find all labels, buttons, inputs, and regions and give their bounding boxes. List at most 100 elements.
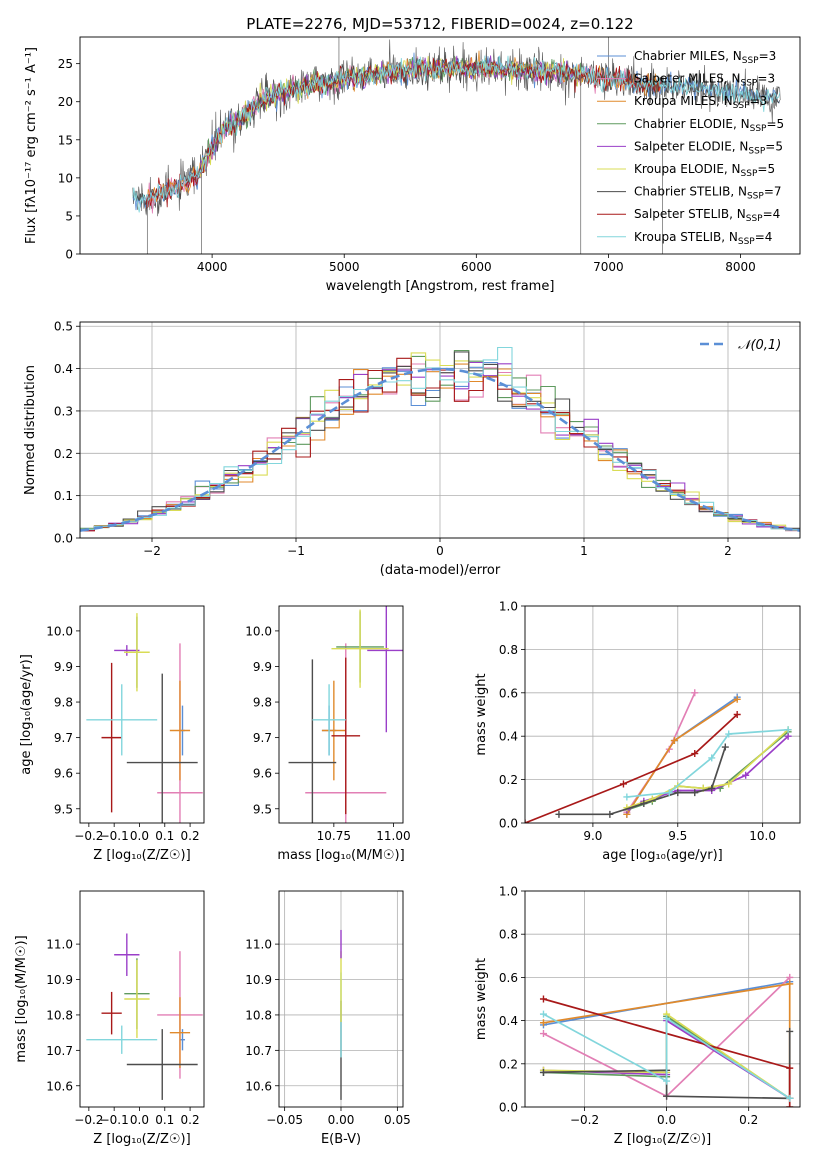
y-axis-label: Flux [fλ10⁻¹⁷ erg cm⁻² s⁻¹ A⁻¹] [24, 47, 39, 244]
errorbar-chabrier-stelib [288, 659, 337, 823]
model-spectrum-salpeter-stelib [145, 58, 662, 210]
x-axis-label: age [log₁₀(age/yr)] [602, 848, 723, 863]
plot-mass_vs_EBV: −0.05 0.00 0.05 10.6 10.7 10.8 10.9 11.0 E(B-V) [245, 890, 411, 1147]
errorbar-salpeter-stelib [101, 991, 122, 1035]
errorbar-chabrier-stelib [126, 673, 198, 823]
y-tick-label: 9.6 [253, 767, 272, 781]
x-tick-label: 9.5 [668, 829, 687, 843]
y-tick-label: 0.8 [499, 643, 518, 657]
x-tick-label: 0.0 [130, 1113, 149, 1127]
plot-area-weight_vs_age [525, 689, 792, 823]
marker [539, 1030, 547, 1038]
y-tick-label: 10.7 [46, 1044, 73, 1058]
spectrum-title: PLATE=2276, MJD=53712, FIBERID=0024, z=0… [246, 15, 633, 33]
series-kroupa-miles [623, 695, 741, 818]
x-tick-label: 0 [436, 544, 444, 558]
y-tick-label: 11.0 [46, 938, 73, 952]
marker [691, 789, 699, 797]
y-axis-label: mass [log₁₀(M/M☉)] [14, 935, 29, 1062]
x-tick-label: 0.2 [181, 829, 200, 843]
y-tick-label: 0.6 [499, 971, 518, 985]
y-tick-label: 0 [65, 248, 73, 262]
x-tick-label: 1 [580, 544, 588, 558]
y-tick-label: 10.9 [245, 973, 272, 987]
y-tick-label: 15 [58, 133, 73, 147]
legend-label: Chabrier STELIB, NSSP=7 [634, 185, 782, 202]
y-tick-label: 0.0 [499, 1101, 518, 1115]
y-tick-label: 0.4 [54, 362, 73, 376]
marker [663, 1077, 671, 1085]
y-tick-label: 1.0 [499, 885, 518, 899]
marker [786, 1094, 794, 1102]
plot-age_vs_mass: 10.75 11.00 9.5 9.6 9.7 9.8 9.9 10.0 mass [log₁₀… [245, 605, 411, 863]
y-tick-label: 25 [58, 57, 73, 71]
x-tick-label: 9.0 [583, 829, 602, 843]
x-tick-label: 0.1 [155, 829, 174, 843]
errorbar-kroupa-stelib [312, 684, 346, 756]
marker [663, 1014, 671, 1022]
legend-label: Salpeter STELIB, NSSP=4 [634, 207, 780, 224]
legend-label: 𝒩(0,1) [738, 338, 781, 353]
errorbar-kroupa-miles [169, 680, 191, 781]
y-tick-label: 0.3 [54, 404, 73, 418]
errorbar-kroupa-miles [321, 680, 346, 781]
x-axis-label: Z [log₁₀(Z/Z☉)] [93, 1132, 190, 1147]
y-tick-label: 11.0 [245, 938, 272, 952]
x-axis-label: E(B-V) [321, 1132, 361, 1147]
plot-spectrum: 4000 5000 6000 7000 8000 0 5 10 15 20 25 wavelength… [24, 36, 801, 294]
marker [691, 689, 699, 697]
marker [725, 780, 733, 788]
axes-residuals: −2 −1 0 1 2 0.0 0.1 0.2 0.3 0.4 0.5 (data-model)/er… [23, 320, 801, 578]
x-tick-label: −0.05 [266, 1113, 303, 1127]
y-tick-label: 20 [58, 95, 73, 109]
axes-age_vs_Z: −0.2−0.1 0.0 0.1 0.2 9.5 9.6 9.7 9.8 9.9 10.0 Z [l… [19, 605, 205, 863]
y-tick-label: 0.4 [499, 730, 518, 744]
y-axis-label: age [log₁₀(age/yr)] [19, 654, 34, 775]
y-tick-label: 0.0 [54, 532, 73, 546]
y-tick-label: 9.9 [54, 660, 73, 674]
axes-mass_vs_Z: −0.2−0.1 0.0 0.1 0.2 10.6 10.7 10.8 10.9 11.0 Z [… [14, 890, 205, 1147]
y-tick-label: 0.6 [499, 686, 518, 700]
marker [539, 1019, 547, 1027]
x-axis-label: (data-model)/error [380, 563, 501, 578]
axes-frame [79, 890, 205, 1108]
y-tick-label: 1.0 [499, 600, 518, 614]
y-tick-label: 9.7 [253, 731, 272, 745]
y-axis-label: mass weight [474, 673, 489, 755]
axes-frame [278, 890, 404, 1108]
errorbar-salpeter-elodie [114, 645, 140, 656]
marker [619, 780, 627, 788]
x-tick-label: 0.1 [155, 1113, 174, 1127]
x-tick-label: 5000 [329, 260, 360, 274]
y-axis-label: mass weight [474, 958, 489, 1040]
y-tick-label: 9.9 [253, 660, 272, 674]
axes-age_vs_mass: 10.75 11.00 9.5 9.6 9.7 9.8 9.9 10.0 mass [log₁₀… [245, 605, 411, 863]
errorbar-salpeter-stelib [331, 657, 361, 815]
x-tick-label: 4000 [197, 260, 228, 274]
y-tick-label: 10 [58, 171, 73, 185]
y-tick-label: 10.9 [46, 973, 73, 987]
x-tick-label: 10.0 [749, 829, 776, 843]
marker [670, 737, 678, 745]
y-tick-label: 9.7 [54, 731, 73, 745]
x-axis-label: Z [log₁₀(Z/Z☉)] [93, 848, 190, 863]
x-tick-label: −0.2 [74, 829, 103, 843]
y-tick-label: 0.1 [54, 489, 73, 503]
y-tick-label: 0.2 [499, 1057, 518, 1071]
y-tick-label: 10.0 [245, 624, 272, 638]
plot-mass_vs_Z: −0.2−0.1 0.0 0.1 0.2 10.6 10.7 10.8 10.9 11.0 Z [… [14, 890, 205, 1147]
spectrum-legend: Chabrier MILES, NSSP=3 Salpeter MILES, NS… [597, 49, 784, 247]
axes-frame [278, 605, 404, 824]
x-tick-label: −0.2 [570, 1113, 599, 1127]
series-kroupa-stelib [623, 726, 792, 801]
plot-area-mass_vs_Z [86, 933, 203, 1100]
marker [786, 1027, 794, 1035]
marker [555, 810, 563, 818]
plot-weight_vs_age: 9.0 9.5 10.0 0.0 0.2 0.4 0.6 0.8 1.0 age [log₁₀(a… [474, 600, 801, 863]
marker [733, 711, 741, 718]
normal-curve [80, 367, 800, 532]
x-tick-label: 10.75 [317, 829, 351, 843]
y-tick-label: 9.8 [253, 696, 272, 710]
x-tick-label: 0.00 [328, 1113, 355, 1127]
legend-label: Salpeter MILES, NSSP=3 [634, 72, 775, 89]
